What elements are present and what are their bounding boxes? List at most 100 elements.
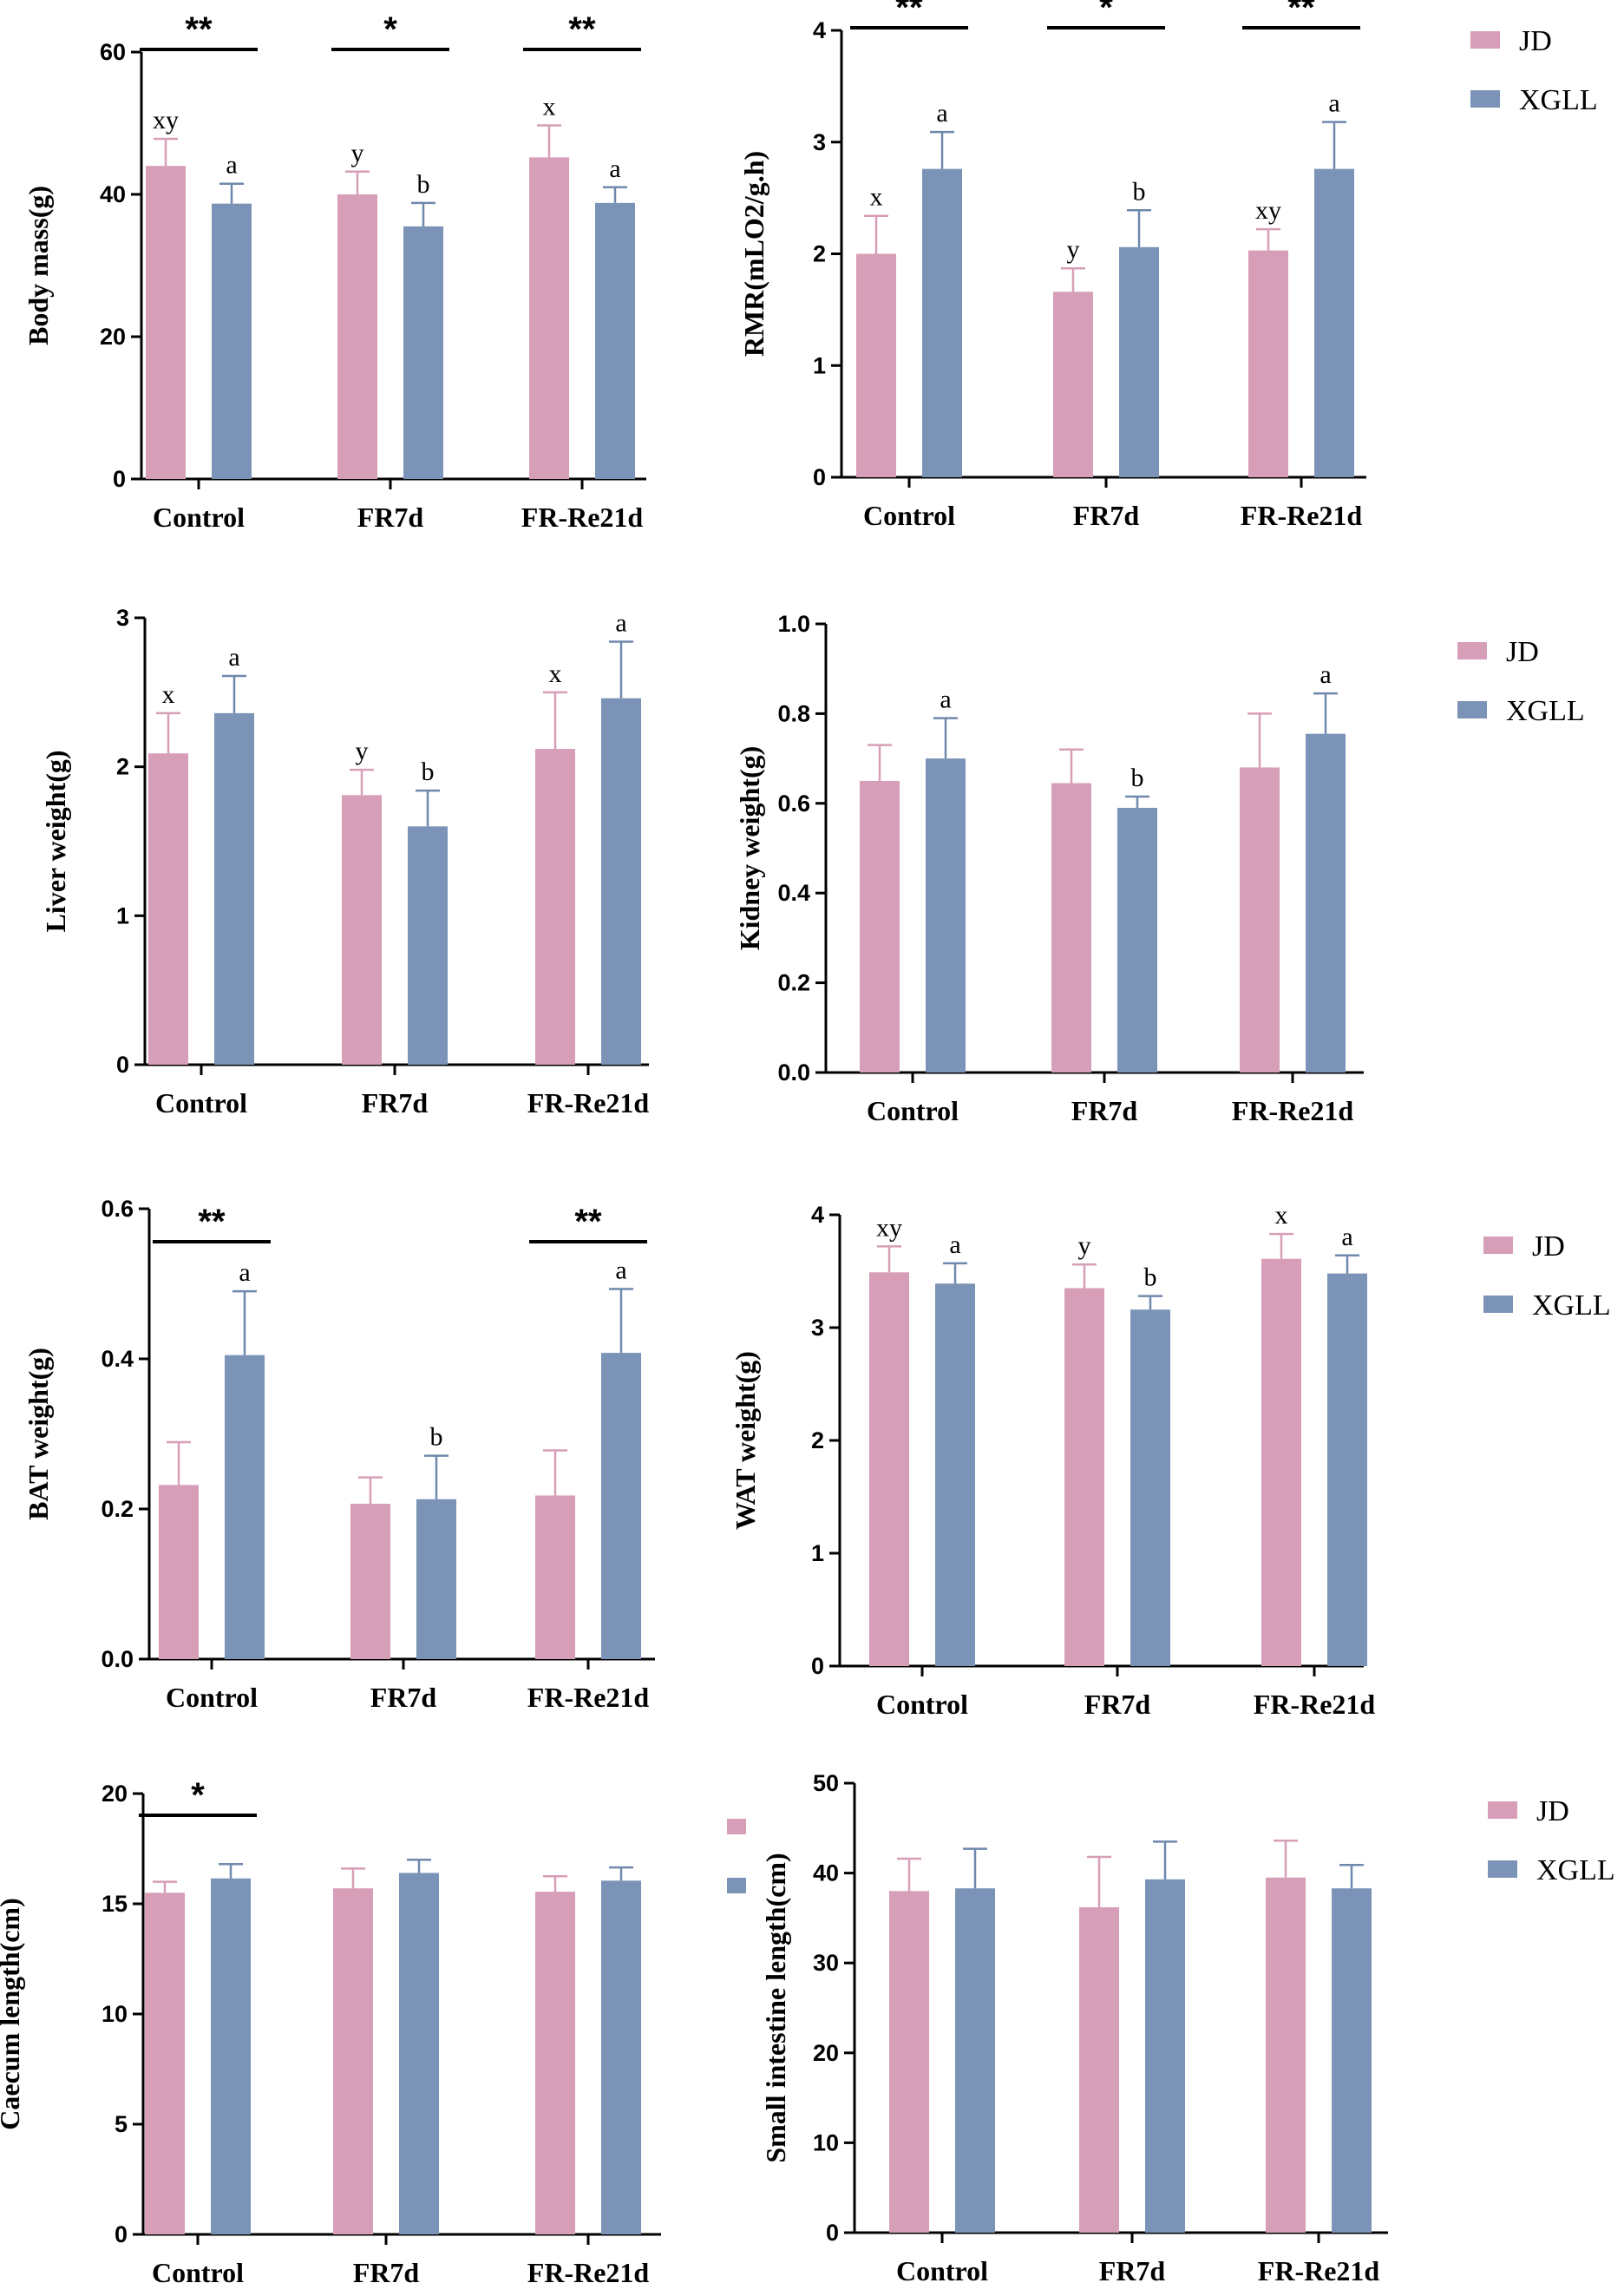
bar-xgll-fr-re21d xyxy=(601,1353,641,1659)
bar-jd-control xyxy=(889,1891,929,2233)
bar-jd-control xyxy=(869,1272,909,1666)
significance-letter: a xyxy=(1341,1223,1352,1251)
significance-letter: a xyxy=(609,154,620,183)
bar-xgll-control xyxy=(926,758,966,1073)
y-axis-label: BAT weight(g) xyxy=(23,1348,54,1520)
bar-jd-fr-re21d xyxy=(535,1892,575,2234)
significance-letter: x xyxy=(549,659,562,688)
x-tick-label: FR-Re21d xyxy=(527,2257,650,2288)
bar-xgll-fr7d xyxy=(1130,1309,1170,1666)
x-tick-label: Control xyxy=(166,1682,258,1713)
bar-jd-fr7d xyxy=(1051,783,1091,1073)
significance-letter: a xyxy=(936,99,947,128)
legend-label-xgll: XGLL xyxy=(1532,1289,1611,1322)
significance-marker: ** xyxy=(185,10,213,49)
significance-letter: y xyxy=(1078,1231,1091,1260)
significance-marker: ** xyxy=(574,1203,602,1241)
y-tick-label: 2 xyxy=(813,241,826,267)
bar-xgll-fr7d xyxy=(403,226,443,479)
significance-marker: ** xyxy=(1287,0,1315,27)
legend-swatch-jd xyxy=(1483,1237,1513,1254)
bar-xgll-fr-re21d xyxy=(1314,168,1354,477)
bar-xgll-control xyxy=(922,168,962,477)
y-axis-label: Caecum length(cm) xyxy=(0,1898,25,2129)
x-tick-label: FR7d xyxy=(1073,500,1140,531)
y-axis-label: WAT weight(g) xyxy=(730,1351,761,1530)
significance-letter: y xyxy=(356,737,369,765)
x-tick-label: FR7d xyxy=(357,502,424,533)
significance-letter: xy xyxy=(876,1213,902,1242)
y-axis-label: Liver weight(g) xyxy=(40,750,71,932)
bar-xgll-control xyxy=(225,1355,265,1659)
x-tick-label: Control xyxy=(867,1095,959,1126)
y-tick-label: 0.6 xyxy=(101,1196,134,1222)
legend-label-xgll: XGLL xyxy=(1506,695,1585,727)
significance-letter: b xyxy=(422,758,435,786)
significance-letter: b xyxy=(430,1423,443,1452)
bar-xgll-control xyxy=(935,1283,975,1666)
x-tick-label: Control xyxy=(863,500,955,531)
bar-jd-fr7d xyxy=(342,795,382,1065)
bar-xgll-fr-re21d xyxy=(1306,733,1346,1073)
x-tick-label: Control xyxy=(152,2257,244,2288)
bar-jd-control xyxy=(146,166,186,479)
x-tick-label: FR7d xyxy=(370,1682,437,1713)
significance-marker: * xyxy=(1099,0,1113,27)
legend-swatch-jd xyxy=(1470,31,1500,49)
bar-jd-fr-re21d xyxy=(1266,1877,1306,2233)
x-tick-label: FR7d xyxy=(362,1087,429,1118)
legend-label-xgll: XGLL xyxy=(1519,84,1598,116)
legend-swatch-xgll xyxy=(727,1878,746,1893)
chart-panel-5: 0.0 0.2 0.4 0.6 BAT weight(g) Control FR7d FR-R… xyxy=(23,1196,655,1713)
legend-swatch-jd xyxy=(1457,642,1487,659)
bar-xgll-fr7d xyxy=(1119,246,1159,477)
x-tick-label: Control xyxy=(155,1087,247,1118)
significance-letter: xy xyxy=(153,106,179,134)
legend-swatch-xgll xyxy=(1488,1860,1517,1878)
y-tick-label: 3 xyxy=(811,1315,824,1341)
y-tick-label: 0 xyxy=(811,1653,824,1679)
chart-panel-6: 0 1 2 3 4 WAT weight(g) Control FR7d FR-Re21d xy y… xyxy=(730,1201,1611,1720)
x-tick-label: Control xyxy=(876,1689,968,1720)
significance-letter: b xyxy=(1131,764,1144,792)
x-tick-label: FR7d xyxy=(353,2257,420,2288)
bar-jd-fr7d xyxy=(1053,292,1093,477)
bar-jd-fr7d xyxy=(350,1503,390,1659)
significance-letter: y xyxy=(351,139,364,167)
bar-jd-fr-re21d xyxy=(1240,767,1280,1073)
y-tick-label: 60 xyxy=(100,39,126,65)
significance-letter: a xyxy=(1320,660,1331,689)
y-tick-label: 10 xyxy=(102,2001,128,2027)
y-tick-label: 20 xyxy=(813,2040,839,2066)
significance-letter: a xyxy=(615,608,626,637)
significance-marker: * xyxy=(383,10,397,49)
y-tick-label: 5 xyxy=(115,2111,128,2137)
chart-panel-8: 0 10 20 30 40 50 Small intestine length(cm) Con… xyxy=(760,1770,1615,2286)
bar-xgll-fr-re21d xyxy=(601,698,641,1065)
y-tick-label: 0.6 xyxy=(777,790,810,817)
significance-letter: a xyxy=(1328,89,1339,118)
x-tick-label: Control xyxy=(896,2255,988,2286)
bar-jd-fr7d xyxy=(337,194,377,479)
bar-jd-fr-re21d xyxy=(535,1495,575,1659)
bar-jd-control xyxy=(145,1893,185,2234)
chart-panel-3: 0 1 2 3 Liver weight(g) Control FR7d FR-Re21d x y… xyxy=(40,605,649,1118)
y-tick-label: 0.4 xyxy=(777,880,810,906)
y-tick-label: 30 xyxy=(813,1950,839,1976)
significance-letter: x xyxy=(162,680,175,709)
y-tick-label: 0.0 xyxy=(777,1059,810,1086)
bar-jd-fr-re21d xyxy=(1261,1258,1301,1666)
bar-jd-fr-re21d xyxy=(529,157,569,480)
significance-letter: a xyxy=(949,1230,960,1259)
y-axis-label: RMR(mLO2/g.h) xyxy=(738,151,769,357)
legend-label-jd: JD xyxy=(1506,636,1539,668)
bar-xgll-control xyxy=(211,1878,251,2234)
bar-jd-control xyxy=(148,753,188,1065)
legend-label-jd: JD xyxy=(1519,25,1552,57)
significance-letter: a xyxy=(940,686,951,714)
y-tick-label: 2 xyxy=(116,754,129,780)
y-tick-label: 20 xyxy=(102,1781,128,1807)
y-tick-label: 40 xyxy=(813,1860,839,1886)
bar-jd-fr-re21d xyxy=(535,749,575,1065)
